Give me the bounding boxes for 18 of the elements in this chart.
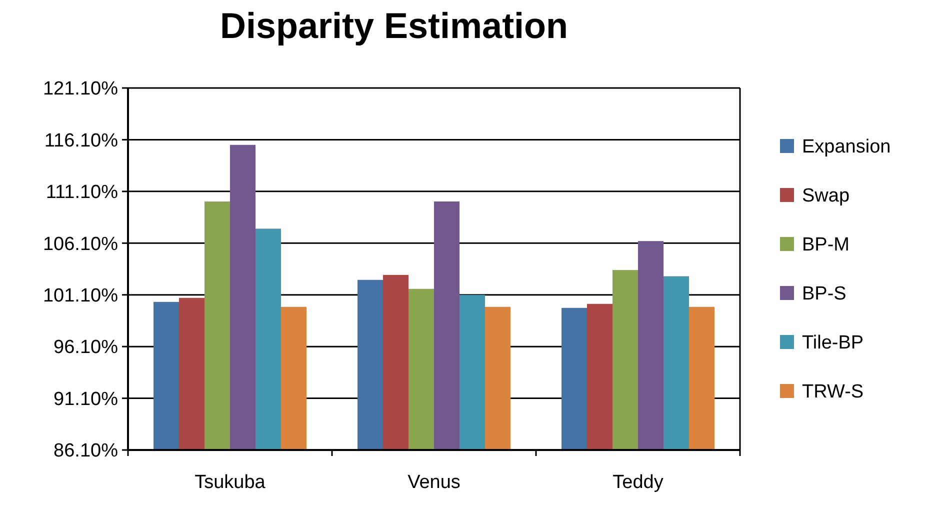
y-tick-label: 101.10% <box>42 286 118 307</box>
y-tick-label: 116.10% <box>44 130 118 152</box>
legend-label: TRW-S <box>802 382 864 403</box>
y-tick-label: 96.10% <box>54 337 118 358</box>
y-tick-label: 106.10% <box>42 234 118 255</box>
legend-label: Tile-BP <box>802 332 864 354</box>
y-tick-label: 111.10% <box>46 182 118 204</box>
legend-label: Expansion <box>802 136 891 158</box>
y-tick-label: 91.10% <box>54 388 118 410</box>
legend-label: Swap <box>802 186 850 207</box>
x-tick-label: Teddy <box>612 472 664 493</box>
x-tick-label: Venus <box>408 472 460 493</box>
x-tick-label: Tsukuba <box>194 472 266 493</box>
y-tick-label: 121.10% <box>42 78 118 100</box>
chart-title: Disparity Estimation <box>220 5 568 46</box>
legend-label: BP-S <box>802 284 846 305</box>
legend-label: BP-M <box>802 234 850 256</box>
y-tick-label: 86.10% <box>54 440 118 462</box>
